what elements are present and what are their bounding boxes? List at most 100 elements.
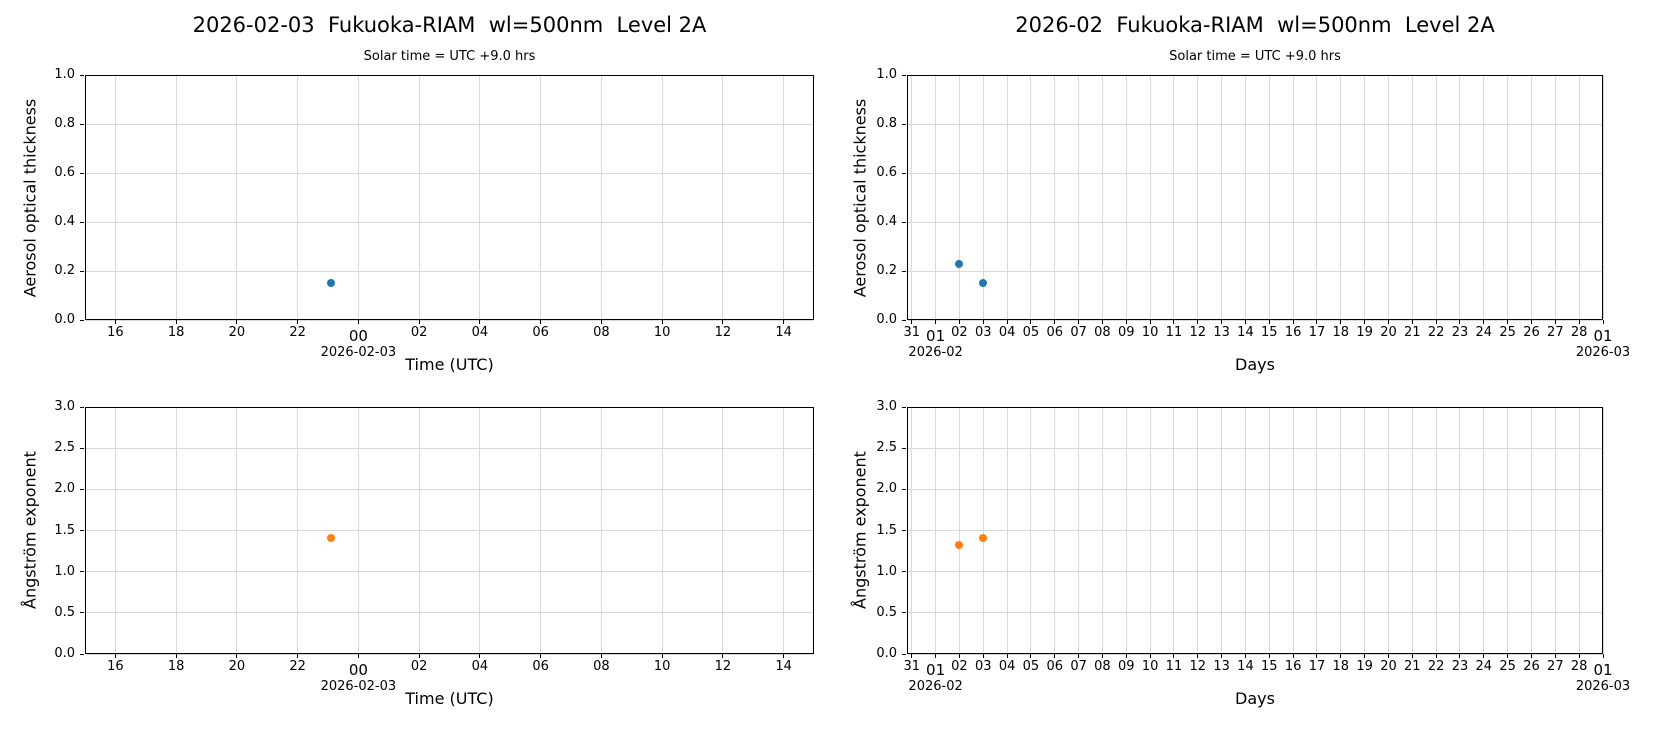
x-tick-mark <box>1411 320 1413 324</box>
gridline-y <box>86 530 813 531</box>
x-tick-mark <box>418 320 420 324</box>
gridline-x <box>935 76 937 319</box>
x-tick-label: 11 <box>1165 325 1183 340</box>
gridline-x <box>1507 76 1509 319</box>
x-axis-label-angstrom-monthly: Days <box>1235 689 1275 708</box>
x-tick-mark <box>1006 320 1008 324</box>
x-tick-label: 14 <box>1237 659 1254 674</box>
gridline-y <box>908 653 1602 655</box>
x-tick-label: 21 <box>1404 659 1421 674</box>
x-tick-mark <box>297 320 299 324</box>
x-tick-mark <box>1244 654 1246 658</box>
x-tick-mark <box>1507 654 1509 658</box>
x-tick-mark <box>1411 654 1413 658</box>
gridline-y <box>86 612 813 614</box>
x-tick-label: 24 <box>1475 325 1493 340</box>
gridline-x <box>783 76 785 319</box>
gridline-x <box>1268 76 1270 319</box>
gridline-x <box>1364 76 1366 319</box>
y-tick-mark <box>902 488 906 490</box>
x-tick-mark <box>479 654 481 658</box>
gridline-y <box>908 172 1602 174</box>
gridline-x <box>357 76 359 319</box>
x-tick-label: 20 <box>228 325 246 340</box>
data-point-angstrom-daily <box>327 533 336 542</box>
x-tick-label: 00 <box>348 661 368 679</box>
x-tick-label: 26 <box>1523 659 1540 674</box>
x-tick-mark <box>722 654 724 658</box>
x-tick-label: 19 <box>1356 659 1373 674</box>
x-tick-mark <box>935 654 937 658</box>
x-tick-mark <box>1387 654 1389 658</box>
y-tick-label: 2.5 <box>876 440 897 456</box>
gridline-y <box>908 123 1602 125</box>
x-tick-mark <box>1292 320 1294 324</box>
x-tick-mark <box>1435 654 1437 658</box>
y-tick-label: 2.5 <box>54 440 75 456</box>
y-tick-mark <box>902 653 906 655</box>
gridline-x <box>297 76 299 319</box>
y-tick-label: 0.0 <box>876 646 897 661</box>
y-tick-label: 1.5 <box>54 522 75 538</box>
gridline-y <box>908 530 1602 531</box>
y-tick-label: 0.5 <box>876 604 897 620</box>
gridline-x <box>1244 76 1246 319</box>
gridline-x <box>1530 76 1532 319</box>
x-tick-mark <box>479 320 481 324</box>
x-tick-label: 28 <box>1570 325 1588 340</box>
x-tick-label: 01 <box>926 327 946 345</box>
y-tick-label: 0.0 <box>54 646 75 661</box>
x-tick-label: 21 <box>1404 325 1421 340</box>
gridline-y <box>86 447 813 449</box>
y-tick-label: 2.0 <box>876 481 897 497</box>
x-tick-mark <box>982 654 984 658</box>
x-tick-label: 31 <box>903 325 921 340</box>
x-tick-mark <box>1554 654 1556 658</box>
x-tick-label: 18 <box>1332 659 1350 674</box>
y-tick-label: 0.2 <box>54 263 75 278</box>
gridline-x <box>1435 76 1437 319</box>
x-tick-label: 08 <box>593 659 610 674</box>
gridline-x <box>1125 76 1127 319</box>
gridline-x <box>1006 76 1008 319</box>
x-tick-label: 20 <box>228 659 246 674</box>
x-tick-label: 31 <box>903 659 921 674</box>
x-tick-label: 22 <box>289 325 306 340</box>
x-tick-label: 22 <box>1427 325 1445 340</box>
x-tick-label: 02 <box>951 325 968 340</box>
page-title-daily: 2026-02-03 Fukuoka-RIAM wl=500nm Level 2… <box>192 13 707 37</box>
gridline-x <box>540 76 542 319</box>
gridline-y <box>908 488 1602 490</box>
x-tick-label: 07 <box>1070 325 1087 340</box>
x-tick-label: 23 <box>1451 325 1469 340</box>
x-tick-label: 08 <box>1094 325 1111 340</box>
x-tick-label: 10 <box>653 659 671 674</box>
gridline-x <box>661 76 663 319</box>
x-tick-label: 06 <box>532 325 549 340</box>
y-tick-mark <box>80 319 84 321</box>
gridline-x <box>236 76 238 319</box>
gridline-x <box>911 76 913 319</box>
x-tick-label: 11 <box>1165 659 1183 674</box>
x-tick-label: 15 <box>1261 325 1278 340</box>
x-tick-mark <box>958 320 960 324</box>
x-tick-mark <box>1268 654 1270 658</box>
gridline-y <box>86 653 813 655</box>
x-tick-mark <box>1197 320 1199 324</box>
data-point-aot-monthly <box>979 279 988 288</box>
x-tick-label: 14 <box>1237 325 1254 340</box>
x-tick-label: 18 <box>1332 325 1350 340</box>
x-tick-label: 13 <box>1213 325 1230 340</box>
x-tick-label: 08 <box>1094 659 1111 674</box>
axes-aot-monthly <box>907 75 1603 320</box>
x-tick-mark <box>1483 320 1485 324</box>
gridline-y <box>908 319 1602 321</box>
x-tick-label: 27 <box>1547 659 1564 674</box>
y-tick-mark <box>80 530 84 531</box>
x-tick-mark <box>1197 654 1199 658</box>
x-tick-mark <box>1078 320 1080 324</box>
x-tick-mark <box>722 320 724 324</box>
x-tick-mark <box>357 654 359 658</box>
x-tick-label: 16 <box>107 659 124 674</box>
